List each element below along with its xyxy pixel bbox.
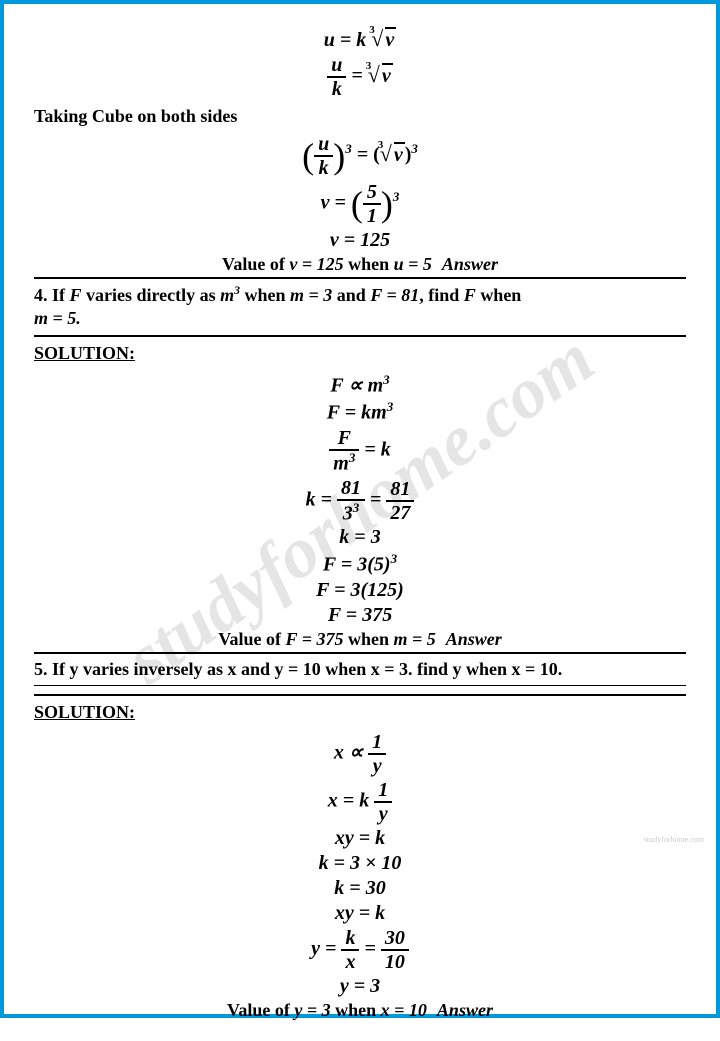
answer-1: Value of v = 125 when u = 5Answer <box>34 254 686 275</box>
eq-u-k-cbrt-v: u = k 3√v <box>34 26 686 52</box>
eq-u-over-k: uk = 3√v <box>34 54 686 100</box>
eq5-6: xy = k <box>34 902 686 925</box>
question-5: 5. If y varies inversely as x and y = 10… <box>34 656 686 683</box>
divider-4a <box>34 685 686 686</box>
cube-both-sides: Taking Cube on both sides <box>34 106 686 127</box>
question-4: 4. If F varies directly as m3 when m = 3… <box>34 281 686 333</box>
solution-label-5: SOLUTION: <box>34 702 686 723</box>
eq4-4: k = 8133 = 8127 <box>34 477 686 525</box>
answer-4: Value of F = 375 when m = 5Answer <box>34 629 686 650</box>
eq4-1: F ∝ m3 <box>34 372 686 398</box>
eq4-2: F = km3 <box>34 399 686 425</box>
eq4-6: F = 3(5)3 <box>34 551 686 577</box>
eq5-7: y = kx = 3010 <box>34 927 686 973</box>
eq4-3: Fm3 = k <box>34 427 686 475</box>
eq4-7: F = 3(125) <box>34 579 686 602</box>
solution-label-4: SOLUTION: <box>34 343 686 364</box>
eq5-3: xy = k <box>34 827 686 850</box>
eq-v-125: v = 125 <box>34 229 686 252</box>
answer-5: Value of y = 3 when x = 10Answer <box>34 1000 686 1021</box>
eq4-5: k = 3 <box>34 526 686 549</box>
page-content: u = k 3√v uk = 3√v Taking Cube on both s… <box>4 4 716 1041</box>
divider-3 <box>34 652 686 654</box>
eq-v-5-1: v = (51)3 <box>34 181 686 227</box>
eq5-8: y = 3 <box>34 975 686 998</box>
eq5-4: k = 3 × 10 <box>34 852 686 875</box>
eq-cube: (uk)3 = (3√v)3 <box>34 133 686 179</box>
divider-2 <box>34 335 686 337</box>
eq5-2: x = k 1y <box>34 779 686 825</box>
eq5-5: k = 30 <box>34 877 686 900</box>
eq5-1: x ∝ 1y <box>34 731 686 777</box>
divider-4 <box>34 694 686 696</box>
divider-1 <box>34 277 686 279</box>
eq4-8: F = 375 <box>34 604 686 627</box>
